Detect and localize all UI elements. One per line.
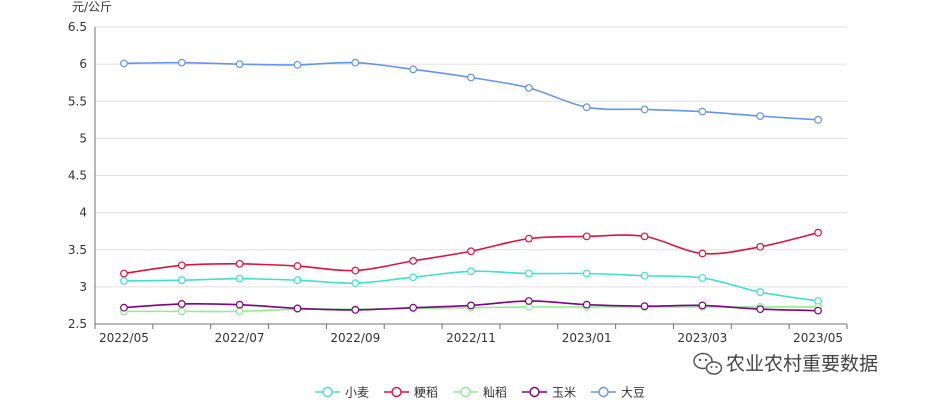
data-point[interactable] (409, 273, 418, 282)
x-tick-label: 2022/09 (330, 331, 380, 345)
y-tick-label: 3.5 (68, 243, 87, 257)
y-tick-label: 4.5 (68, 169, 87, 183)
data-point[interactable] (235, 300, 244, 309)
series-group (120, 58, 822, 316)
data-point[interactable] (177, 300, 186, 308)
data-point[interactable] (351, 279, 360, 288)
legend-label: 玉米 (552, 386, 576, 400)
x-tick-label: 2022/11 (446, 331, 496, 345)
data-point[interactable] (582, 269, 591, 278)
data-point[interactable] (293, 60, 302, 69)
series-粳稻 (120, 228, 822, 278)
data-point[interactable] (409, 65, 418, 74)
watermark: 农业农村重要数据 (693, 352, 878, 375)
x-tick-label: 2023/05 (793, 331, 843, 345)
data-point[interactable] (177, 58, 186, 67)
data-point[interactable] (235, 274, 244, 283)
legend-marker-icon (391, 386, 402, 398)
data-point[interactable] (293, 276, 302, 285)
data-point[interactable] (814, 306, 822, 315)
legend-item[interactable]: 籼稻 (453, 386, 507, 400)
data-point[interactable] (177, 276, 186, 285)
data-point[interactable] (582, 232, 591, 241)
data-point[interactable] (698, 107, 707, 116)
data-point[interactable] (177, 307, 186, 316)
data-point[interactable] (235, 307, 244, 316)
data-point[interactable] (814, 228, 822, 237)
legend-label: 大豆 (621, 386, 645, 400)
data-point[interactable] (467, 301, 475, 310)
data-point[interactable] (582, 103, 591, 112)
series-大豆 (120, 58, 822, 124)
legend-item[interactable]: 大豆 (591, 386, 645, 400)
x-tick-label: 2022/05 (99, 331, 149, 345)
legend-item[interactable]: 玉米 (522, 386, 576, 400)
legend-label: 籼稻 (483, 386, 507, 400)
legend-label: 小麦 (345, 386, 369, 400)
data-point[interactable] (524, 234, 533, 243)
data-point[interactable] (293, 304, 302, 313)
legend-item[interactable]: 粳稻 (384, 386, 438, 400)
x-tick-label: 2022/07 (215, 331, 265, 345)
data-point[interactable] (756, 112, 765, 120)
series-玉米 (120, 297, 822, 315)
data-point[interactable] (640, 232, 649, 241)
data-point[interactable] (293, 262, 302, 270)
data-point[interactable] (120, 303, 128, 312)
data-point[interactable] (524, 83, 533, 92)
data-point[interactable] (120, 277, 128, 285)
data-point[interactable] (235, 259, 244, 268)
x-tick-label: 2023/01 (562, 331, 612, 345)
data-point[interactable] (467, 267, 475, 276)
y-tick-label: 3 (79, 280, 87, 294)
legend-marker-icon (322, 386, 333, 398)
data-point[interactable] (640, 271, 649, 280)
y-axis-unit: 元/公斤 (72, 0, 112, 14)
y-axis: 2.5 3 3.5 4 4.5 5 5.5 6 6.5 (68, 20, 96, 331)
y-tick-label: 2.5 (68, 317, 87, 331)
data-point[interactable] (524, 269, 533, 278)
data-point[interactable] (756, 242, 765, 251)
y-tick-label: 5 (79, 131, 87, 145)
watermark-text: 农业农村重要数据 (726, 353, 878, 375)
data-point[interactable] (814, 115, 822, 124)
y-tick-label: 4 (79, 206, 87, 220)
data-point[interactable] (467, 73, 475, 82)
data-point[interactable] (351, 58, 360, 67)
y-tick-label: 6.5 (68, 20, 87, 34)
series-line (123, 61, 819, 121)
data-point[interactable] (524, 297, 533, 305)
data-point[interactable] (698, 249, 707, 258)
data-point[interactable] (351, 305, 360, 314)
series-line (123, 270, 819, 302)
data-point[interactable] (120, 269, 128, 278)
data-point[interactable] (120, 59, 128, 68)
data-point[interactable] (235, 60, 244, 69)
data-point[interactable] (698, 274, 707, 282)
y-tick-label: 6 (79, 57, 87, 71)
legend-marker-icon (460, 386, 471, 398)
data-point[interactable] (177, 261, 186, 270)
data-point[interactable] (409, 256, 418, 265)
wechat-icon (693, 352, 723, 375)
data-point[interactable] (409, 303, 418, 312)
legend: 小麦 粳稻 籼稻 玉米 大豆 (315, 386, 645, 400)
legend-marker-icon (529, 386, 540, 398)
legend-label: 粳稻 (414, 386, 438, 400)
x-axis: 2022/05 2022/07 2022/09 2022/11 2023/01 2023/… (94, 323, 848, 345)
data-point[interactable] (756, 288, 765, 296)
legend-item[interactable]: 小麦 (315, 386, 369, 400)
data-point[interactable] (582, 300, 591, 309)
data-point[interactable] (640, 302, 649, 311)
data-point[interactable] (351, 266, 360, 275)
y-tick-label: 5.5 (68, 94, 87, 108)
data-point[interactable] (698, 301, 707, 310)
series-小麦 (120, 267, 822, 305)
data-point[interactable] (640, 105, 649, 114)
data-point[interactable] (756, 305, 765, 314)
legend-marker-icon (598, 386, 609, 398)
x-tick-label: 2023/03 (677, 331, 727, 345)
data-point[interactable] (467, 247, 475, 256)
